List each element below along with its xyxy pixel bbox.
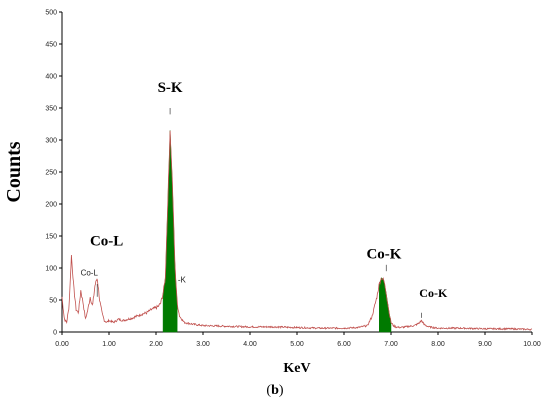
peak-annotation-3: -K (178, 276, 187, 285)
y-tick-label-5: 250 (45, 170, 57, 177)
y-tick-label-3: 150 (45, 234, 57, 241)
peak-annotation-2: Co-L (81, 269, 99, 278)
peak-annotation-4: Co-K (366, 246, 401, 262)
y-tick-label-4: 200 (45, 202, 57, 209)
figure-caption: (b) (0, 383, 550, 399)
x-tick-label-0: 0.00 (55, 341, 69, 348)
y-tick-label-1: 50 (49, 298, 57, 305)
spectrum-line (61, 130, 533, 331)
caption-open: ( (266, 383, 272, 398)
x-tick-label-10: 10.00 (523, 341, 541, 348)
y-tick-label-7: 350 (45, 106, 57, 113)
y-tick-label-6: 300 (45, 138, 57, 145)
x-tick-label-9: 9.00 (478, 341, 492, 348)
x-tick-label-7: 7.00 (384, 341, 398, 348)
y-tick-label-10: 500 (45, 10, 57, 17)
x-tick-label-1: 1.00 (102, 341, 116, 348)
y-tick-label-0: 0 (53, 330, 57, 337)
y-tick-label-9: 450 (45, 42, 57, 49)
peak-annotation-0: S-K (158, 80, 183, 96)
peak-annotation-5: Co-K (419, 286, 448, 300)
peak-annotation-1: Co-L (90, 234, 123, 250)
x-tick-label-4: 4.00 (243, 341, 257, 348)
y-tick-label-2: 100 (45, 266, 57, 273)
caption-close: ) (278, 383, 284, 398)
plot-area: 0 50 100 150 200 250 300 350 400 450 500 0.00 1.00 2.… (45, 10, 541, 349)
caption-letter: b (271, 383, 279, 398)
x-tick-label-2: 2.00 (149, 341, 163, 348)
y-axis-title: Counts (3, 141, 25, 202)
x-tick-label-6: 6.00 (337, 341, 351, 348)
x-tick-label-3: 3.00 (196, 341, 210, 348)
x-tick-label-5: 5.00 (290, 341, 304, 348)
x-tick-label-8: 8.00 (431, 341, 445, 348)
x-axis-title: KeV (283, 361, 310, 376)
peak-fill-0 (162, 130, 178, 333)
y-tick-label-8: 400 (45, 74, 57, 81)
